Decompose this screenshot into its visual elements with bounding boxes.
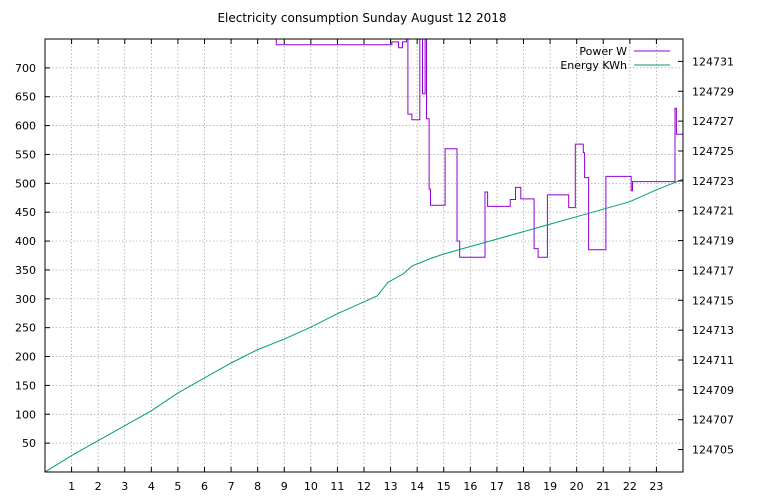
legend-label-energy: Energy KWh xyxy=(560,59,627,72)
x-tick-label: 2 xyxy=(95,480,102,493)
x-tick-label: 3 xyxy=(121,480,128,493)
y2-tick-label: 124713 xyxy=(692,324,734,337)
x-tick-label: 21 xyxy=(596,480,610,493)
y2-tick-label: 124721 xyxy=(692,205,734,218)
series-energy-line xyxy=(45,178,683,472)
x-tick-label: 13 xyxy=(384,480,398,493)
y2-tick-label: 124729 xyxy=(692,85,734,98)
y-tick-label: 150 xyxy=(15,379,36,392)
y2-tick-label: 124709 xyxy=(692,384,734,397)
y2-tick-label: 124717 xyxy=(692,264,734,277)
y-tick-label: 100 xyxy=(15,408,36,421)
x-tick-label: 11 xyxy=(330,480,344,493)
y2-tick-label: 124731 xyxy=(692,55,734,68)
y-tick-label: 300 xyxy=(15,293,36,306)
y2-tick-label: 124715 xyxy=(692,294,734,307)
y-tick-label: 600 xyxy=(15,120,36,133)
axes: 1 2 3 4 5 6 7 8 9 10 11 12 13 14 15 16 17 18 19 20 21 22 23501… xyxy=(15,39,734,493)
y-tick-label: 200 xyxy=(15,351,36,364)
y2-tick-label: 124723 xyxy=(692,175,734,188)
y-tick-label: 400 xyxy=(15,235,36,248)
x-tick-label: 15 xyxy=(437,480,451,493)
x-tick-label: 18 xyxy=(517,480,531,493)
legend: Power W Energy KWh xyxy=(560,45,670,72)
x-tick-label: 5 xyxy=(174,480,181,493)
x-tick-label: 6 xyxy=(201,480,208,493)
chart-title: Electricity consumption Sunday August 12… xyxy=(217,11,506,25)
x-tick-label: 7 xyxy=(228,480,235,493)
y-tick-label: 550 xyxy=(15,148,36,161)
y2-tick-label: 124727 xyxy=(692,115,734,128)
x-tick-label: 19 xyxy=(543,480,557,493)
x-tick-label: 12 xyxy=(357,480,371,493)
y2-tick-label: 124725 xyxy=(692,145,734,158)
grid xyxy=(45,39,683,472)
legend-label-power: Power W xyxy=(579,45,627,58)
x-tick-label: 8 xyxy=(254,480,261,493)
series-power-line xyxy=(275,39,683,258)
y-tick-label: 500 xyxy=(15,177,36,190)
y-tick-label: 350 xyxy=(15,264,36,277)
y-tick-label: 700 xyxy=(15,62,36,75)
x-tick-label: 16 xyxy=(463,480,477,493)
x-tick-label: 23 xyxy=(649,480,663,493)
y-tick-label: 250 xyxy=(15,322,36,335)
x-tick-label: 14 xyxy=(410,480,424,493)
y-tick-label: 650 xyxy=(15,91,36,104)
x-tick-label: 4 xyxy=(148,480,155,493)
y2-tick-label: 124705 xyxy=(692,444,734,457)
y2-tick-label: 124719 xyxy=(692,235,734,248)
y2-tick-label: 124707 xyxy=(692,414,734,427)
y-tick-label: 450 xyxy=(15,206,36,219)
x-tick-label: 20 xyxy=(570,480,584,493)
plot-series xyxy=(45,39,683,472)
y2-tick-label: 124711 xyxy=(692,354,734,367)
x-tick-label: 1 xyxy=(68,480,75,493)
y-tick-label: 50 xyxy=(22,437,36,450)
x-tick-label: 17 xyxy=(490,480,504,493)
x-tick-label: 10 xyxy=(304,480,318,493)
x-tick-label: 9 xyxy=(281,480,288,493)
x-tick-label: 22 xyxy=(623,480,637,493)
